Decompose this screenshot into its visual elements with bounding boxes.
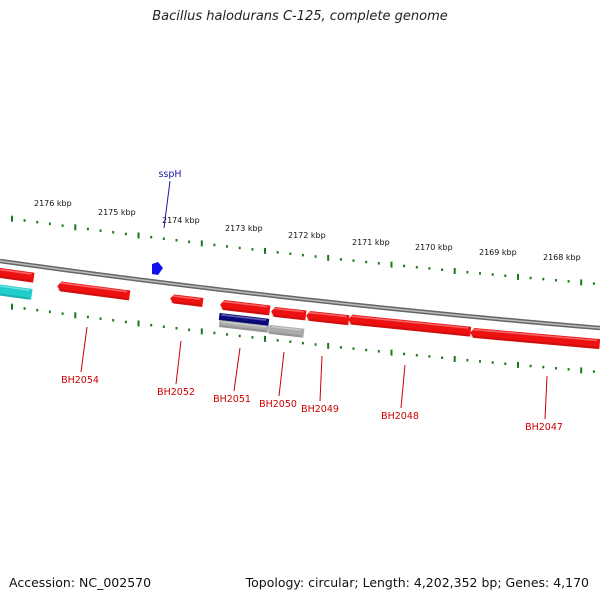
gene-arrow[interactable] <box>57 281 131 301</box>
ruler-label: 2176 kbp <box>34 199 72 208</box>
label-leader-line <box>400 364 406 409</box>
gene-arrow[interactable] <box>348 314 472 337</box>
genome-backbone <box>0 258 600 331</box>
ruler-labels: 2176 kbp 2175 kbp 2174 kbp 2173 kbp 2172 kbp… <box>34 199 581 262</box>
outer-ruler-ticks <box>11 215 595 286</box>
gene-arrow-navy[interactable] <box>218 313 270 326</box>
feature-label[interactable]: BH2050 <box>259 399 297 410</box>
inner-ruler-ticks <box>11 303 595 374</box>
genome-backbone-highlight <box>0 260 600 329</box>
feature-label[interactable]: BH2054 <box>61 375 99 386</box>
ruler-label: 2173 kbp <box>225 224 263 233</box>
gene-arrow[interactable] <box>220 300 271 316</box>
gene-arrow-gray[interactable] <box>268 324 305 338</box>
label-leader-line <box>233 347 241 392</box>
label-leader-line <box>80 326 88 373</box>
label-leader-line <box>278 351 285 397</box>
gene-features <box>0 262 600 350</box>
ruler-label: 2170 kbp <box>415 243 453 252</box>
gene-arrow-gray[interactable] <box>218 320 270 333</box>
page-title: Bacillus halodurans C-125, complete geno… <box>152 9 448 24</box>
feature-label[interactable]: BH2052 <box>157 387 195 398</box>
genome-summary-text: Topology: circular; Length: 4,202,352 bp… <box>245 575 589 590</box>
ruler-label: 2175 kbp <box>98 208 136 217</box>
label-leader-line <box>175 340 182 385</box>
sspH-feature[interactable] <box>152 262 163 275</box>
feature-label-sspH[interactable]: sspH <box>158 169 181 180</box>
ruler-label: 2171 kbp <box>352 238 390 247</box>
feature-labels: sspH BH2054 BH2052 BH2051 BH2050 BH2049 BH2048… <box>61 169 563 433</box>
feature-label[interactable]: BH2048 <box>381 411 419 422</box>
label-leader-line <box>319 355 323 402</box>
gene-arrow[interactable] <box>170 294 204 307</box>
ruler-label: 2168 kbp <box>543 253 581 262</box>
gene-arrow[interactable] <box>306 310 350 326</box>
gene-arrow-cyan[interactable] <box>0 283 33 300</box>
label-leaders <box>80 180 548 420</box>
gene-arrow[interactable] <box>470 327 600 350</box>
feature-label[interactable]: BH2051 <box>213 394 251 405</box>
ruler-label: 2172 kbp <box>288 231 326 240</box>
label-leader-line <box>544 375 548 420</box>
gene-arrow[interactable] <box>0 267 35 283</box>
ruler-label: 2174 kbp <box>162 216 200 225</box>
feature-label[interactable]: BH2047 <box>525 422 563 433</box>
feature-label[interactable]: BH2049 <box>301 404 339 415</box>
ruler-label: 2169 kbp <box>479 248 517 257</box>
label-leader-line <box>163 180 171 229</box>
accession-text: Accession: NC_002570 <box>9 575 152 590</box>
gene-arrow[interactable] <box>271 306 307 321</box>
